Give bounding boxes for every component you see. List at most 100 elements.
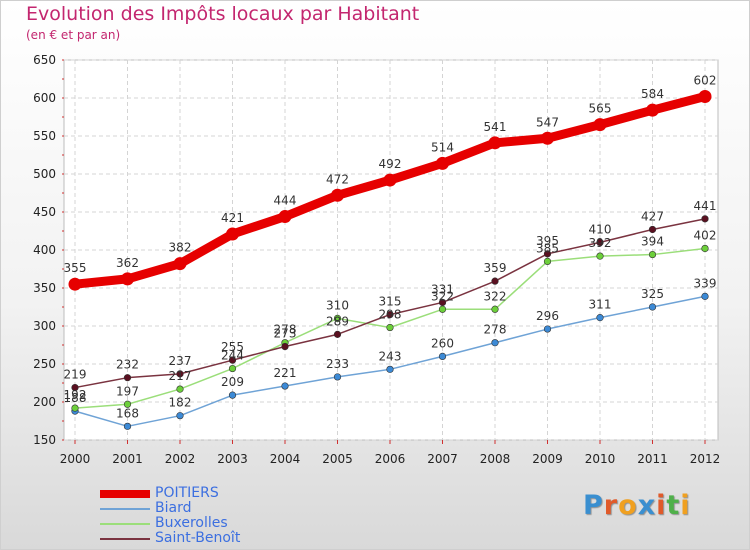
proxiti-logo: Proxiti [583,490,691,521]
data-label: 273 [274,327,297,341]
data-label: 514 [431,140,454,154]
data-point [648,250,657,259]
data-label: 441 [694,199,717,213]
data-label: 322 [431,289,454,303]
data-point [438,305,447,313]
data-point [543,257,552,266]
data-point [121,272,134,286]
legend-label: POITIERS [155,485,219,501]
data-label: 315 [379,295,402,309]
data-point [123,422,132,430]
data-label: 217 [169,369,192,383]
y-tick-label: 350 [33,281,56,295]
data-point [491,339,499,347]
data-point [226,227,239,241]
data-point [173,257,187,271]
data-point [281,382,289,390]
data-label: 395 [536,234,559,248]
data-label: 355 [64,261,87,275]
legend-swatch [100,523,150,525]
x-tick-label: 2008 [480,452,511,466]
data-label: 602 [694,73,717,87]
data-label: 233 [326,357,349,371]
data-point [701,215,709,223]
legend-label: Buxerolles [155,515,228,531]
y-tick-label: 550 [33,129,56,143]
data-label: 322 [484,289,507,303]
data-label: 296 [536,309,559,323]
data-label: 339 [694,276,717,290]
x-tick-label: 2000 [60,452,91,466]
data-label: 188 [64,391,87,405]
data-point [491,277,499,285]
legend-label: Biard [155,500,192,516]
data-label: 221 [274,366,297,380]
y-tick-label: 650 [33,53,56,67]
data-point [436,156,449,170]
legend: POITIERS Biard Buxerolles Saint-Benoît [100,485,300,546]
data-label: 385 [536,241,559,255]
legend-label: Saint-Benoît [155,530,241,546]
y-tick-label: 150 [33,433,56,447]
data-point [543,325,552,333]
legend-swatch [100,508,150,510]
data-point [386,365,394,373]
data-label: 444 [274,194,297,208]
logo-letter: r [603,490,619,521]
data-label: 492 [379,157,402,171]
y-tick-label: 300 [33,319,56,333]
data-point [386,311,394,319]
data-label: 219 [64,368,87,382]
legend-item: Buxerolles [100,515,300,531]
data-label: 325 [641,287,664,301]
y-tick-label: 200 [33,395,56,409]
logo-letter: i [656,490,667,521]
data-point [281,342,289,351]
data-point [386,323,394,332]
data-point [71,404,79,412]
data-point [228,391,237,399]
data-label: 278 [274,323,297,337]
x-tick-label: 2006 [375,452,406,466]
data-point [228,356,237,364]
data-label: 244 [221,349,244,363]
data-point [701,292,709,300]
legend-swatch [100,490,150,498]
y-tick-label: 600 [33,91,56,105]
y-tick-label: 500 [33,167,56,181]
data-label: 278 [484,323,507,337]
x-tick-label: 2001 [112,452,143,466]
data-label: 565 [589,102,612,116]
x-tick-label: 2002 [165,452,196,466]
data-label: 362 [116,256,139,270]
data-label: 237 [169,354,192,368]
data-label: 310 [326,298,349,312]
data-point [383,173,397,187]
legend-item: POITIERS [100,485,300,501]
chart-subtitle: (en € et par an) [26,28,121,42]
data-point [648,225,657,234]
data-label: 421 [221,211,244,225]
data-point [648,303,657,311]
data-point [543,250,552,258]
logo-letter: i [680,490,691,521]
data-label: 298 [379,308,402,322]
x-tick-label: 2003 [217,452,248,466]
data-label: 394 [641,235,664,249]
data-label: 359 [484,261,507,275]
data-label: 402 [694,228,717,242]
data-point [491,305,499,313]
logo-letter: t [666,490,681,521]
data-label: 192 [64,388,87,402]
legend-item: Biard [100,500,300,516]
data-label: 382 [169,241,192,255]
data-point [228,364,237,373]
y-tick-label: 400 [33,243,56,257]
data-point [438,352,447,361]
data-label: 289 [326,314,349,328]
data-point [176,412,184,420]
data-label: 232 [116,358,139,372]
data-point [333,330,342,338]
data-label: 547 [536,115,559,129]
